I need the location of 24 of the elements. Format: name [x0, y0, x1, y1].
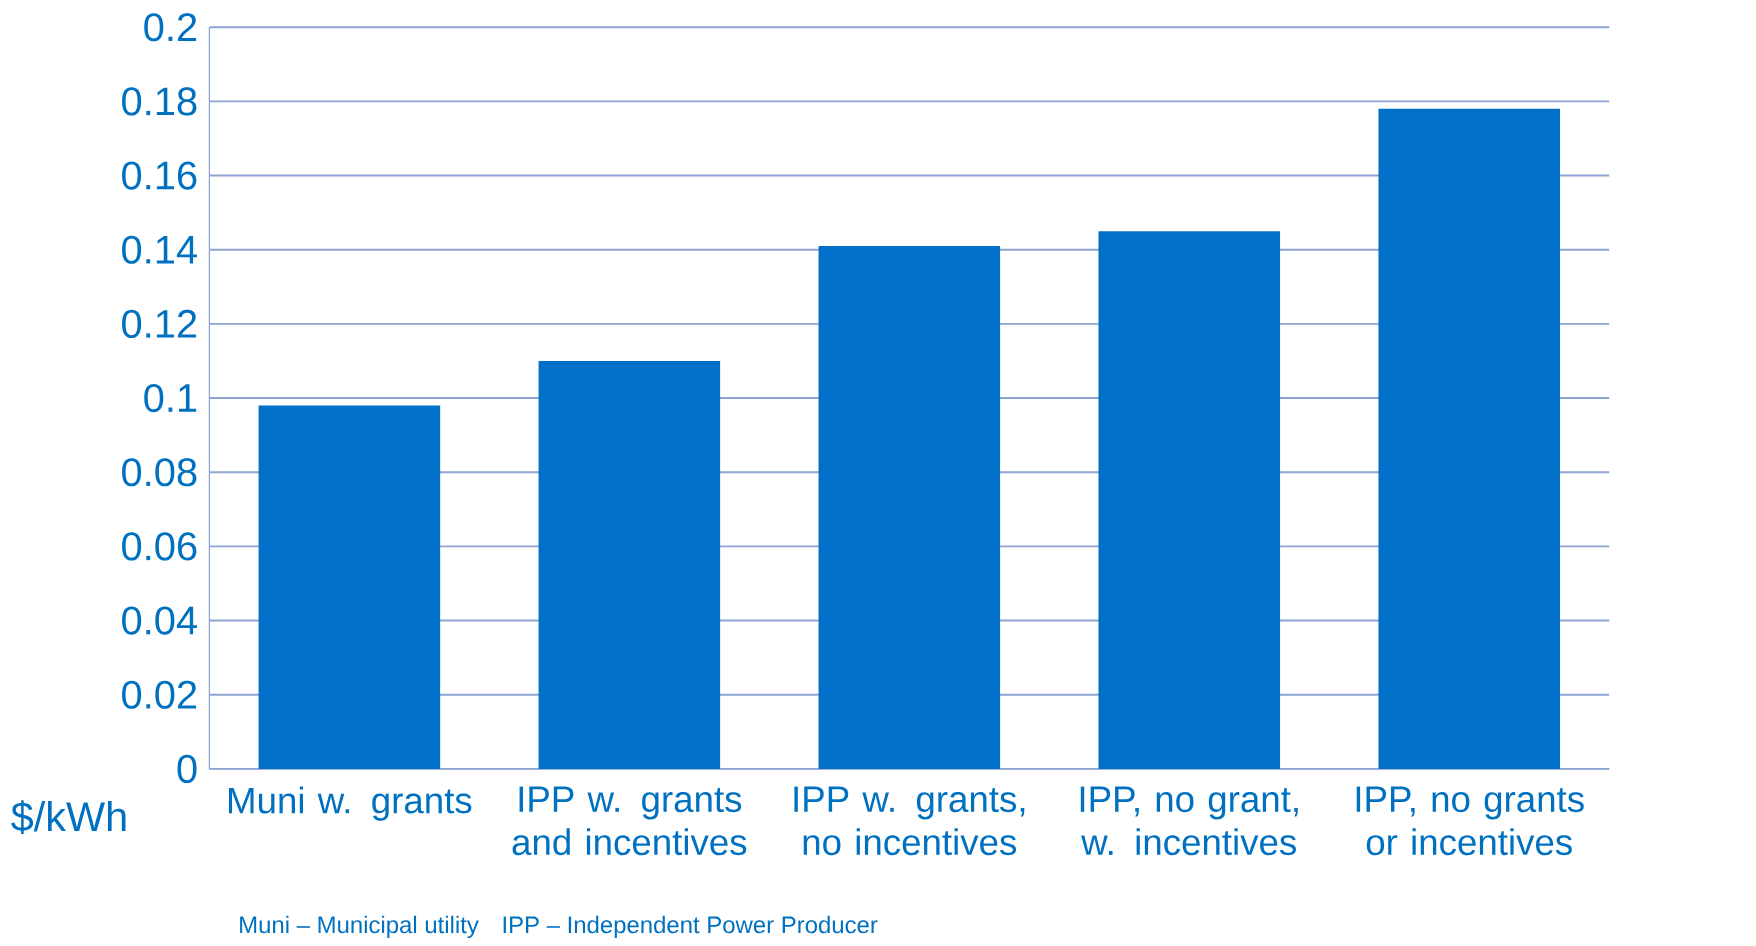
- x-tick-label: IPP w. grants, no incentives: [794, 786, 1025, 856]
- y-tick-label: 0.06: [122, 532, 197, 561]
- x-tick-label: Muni w. grants: [229, 786, 472, 821]
- y-tick-label: 0.02: [122, 680, 197, 709]
- y-tick-label: 0.12: [122, 309, 197, 339]
- bar: [1378, 108, 1561, 769]
- y-tick-label: 0.04: [122, 606, 197, 635]
- y-tick-label: 0.2: [144, 13, 197, 42]
- bar: [258, 405, 441, 769]
- y-axis-title: $/kWh: [11, 800, 126, 834]
- y-tick-label: 0.14: [122, 235, 197, 264]
- x-tick-label: IPP, no grant, w. incentives: [1080, 786, 1298, 856]
- bar: [818, 246, 1001, 769]
- text: IPP – Independent Power Producer: [503, 915, 878, 939]
- y-tick-label: 0.16: [122, 161, 197, 190]
- y-tick-label: 0.1: [144, 384, 197, 413]
- bar: [1098, 231, 1281, 769]
- x-tick-label: IPP, no grants or incentives: [1356, 786, 1584, 856]
- y-tick-label: 0.18: [122, 87, 197, 116]
- text: Muni – Municipal utility: [240, 915, 479, 939]
- bar: [538, 361, 721, 769]
- y-tick-label: 0: [177, 754, 197, 784]
- x-tick-label: IPP w. grants and incentives: [512, 786, 747, 856]
- y-tick-label: 0.08: [122, 458, 197, 487]
